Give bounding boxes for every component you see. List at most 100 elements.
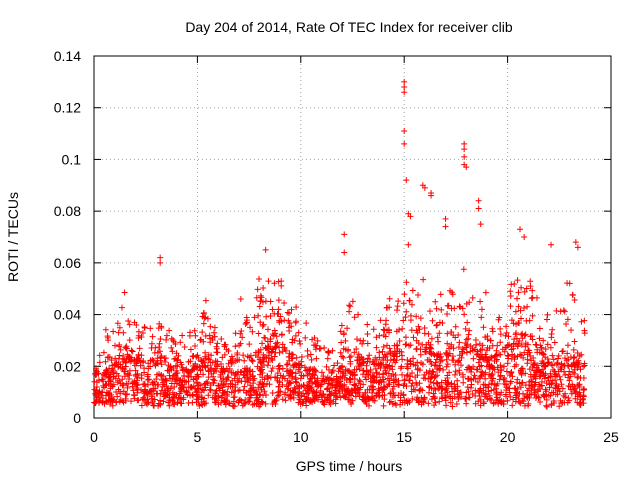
roti-point (478, 306, 485, 313)
roti-point (380, 343, 387, 350)
roti-point (178, 385, 185, 392)
roti-point (138, 333, 145, 340)
roti-point (306, 378, 313, 385)
roti-point (285, 354, 292, 361)
roti-point (371, 377, 378, 384)
roti-point (293, 379, 300, 386)
roti-point (177, 339, 184, 346)
roti-point (338, 383, 345, 390)
roti-point (265, 326, 272, 333)
roti-point (399, 325, 406, 332)
roti-point (129, 380, 136, 387)
roti-point (260, 358, 267, 365)
roti-point (505, 353, 512, 360)
roti-point (347, 376, 354, 383)
roti-point (312, 367, 319, 374)
roti-point (482, 289, 489, 296)
roti-point (265, 278, 272, 285)
roti-point-peak (401, 89, 408, 96)
roti-point (195, 396, 202, 403)
roti-point (209, 334, 216, 341)
roti-point (119, 382, 126, 389)
roti-point (134, 389, 141, 396)
roti-point (517, 367, 524, 374)
roti-point-peak (548, 241, 555, 248)
roti-point (391, 353, 398, 360)
roti-point (286, 350, 293, 357)
roti-point-peak (262, 246, 269, 253)
roti-point (530, 361, 537, 368)
roti-point (369, 358, 376, 365)
roti-point (360, 337, 367, 344)
roti-point (409, 369, 416, 376)
roti-point (536, 335, 543, 342)
roti-point (536, 373, 543, 380)
roti-point (152, 361, 159, 368)
roti-point (451, 381, 458, 388)
roti-point (465, 331, 472, 338)
roti-point (300, 390, 307, 397)
roti-point (339, 353, 346, 360)
roti-point (349, 298, 356, 305)
roti-point (420, 276, 427, 283)
roti-point (511, 385, 518, 392)
x-tick-label: 15 (396, 429, 412, 445)
roti-point (487, 337, 494, 344)
roti-point (206, 386, 213, 393)
roti-point (498, 389, 505, 396)
roti-point (234, 371, 241, 378)
roti-point (434, 380, 441, 387)
roti-point (545, 392, 552, 399)
roti-point (92, 365, 99, 372)
roti-point (241, 357, 248, 364)
roti-point (417, 351, 424, 358)
roti-point (486, 345, 493, 352)
roti-point (555, 355, 562, 362)
roti-point (255, 330, 262, 337)
roti-point (257, 319, 264, 326)
roti-point (183, 379, 190, 386)
roti-point (471, 372, 478, 379)
roti-point (267, 312, 274, 319)
roti-point (228, 389, 235, 396)
roti-point (423, 341, 430, 348)
roti-point (449, 403, 456, 410)
roti-point (452, 334, 459, 341)
roti-point (201, 309, 208, 316)
roti-point (156, 340, 163, 347)
roti-point (114, 379, 121, 386)
roti-point (509, 402, 516, 409)
roti-point (410, 386, 417, 393)
roti-point (507, 380, 514, 387)
roti-point (370, 372, 377, 379)
roti-point (199, 329, 206, 336)
roti-point (337, 349, 344, 356)
roti-point (543, 388, 550, 395)
roti-point (279, 365, 286, 372)
roti-point (276, 349, 283, 356)
roti-point (333, 379, 340, 386)
roti-point (122, 344, 129, 351)
roti-point (360, 359, 367, 366)
roti-point (356, 366, 363, 373)
roti-point (440, 366, 447, 373)
roti-point (561, 355, 568, 362)
roti-point (433, 352, 440, 359)
roti-point (330, 398, 337, 405)
y-tick-label: 0.08 (54, 203, 81, 219)
roti-point (564, 399, 571, 406)
roti-point (288, 306, 295, 313)
roti-point (297, 396, 304, 403)
roti-point (360, 367, 367, 374)
roti-point (287, 380, 294, 387)
roti-point (395, 298, 402, 305)
roti-point (225, 360, 232, 367)
roti-point (295, 392, 302, 399)
roti-point (483, 363, 490, 370)
roti-point (446, 369, 453, 376)
roti-point (420, 375, 427, 382)
roti-point (564, 350, 571, 357)
roti-point (323, 363, 330, 370)
roti-point (461, 311, 468, 318)
roti-point (274, 392, 281, 399)
